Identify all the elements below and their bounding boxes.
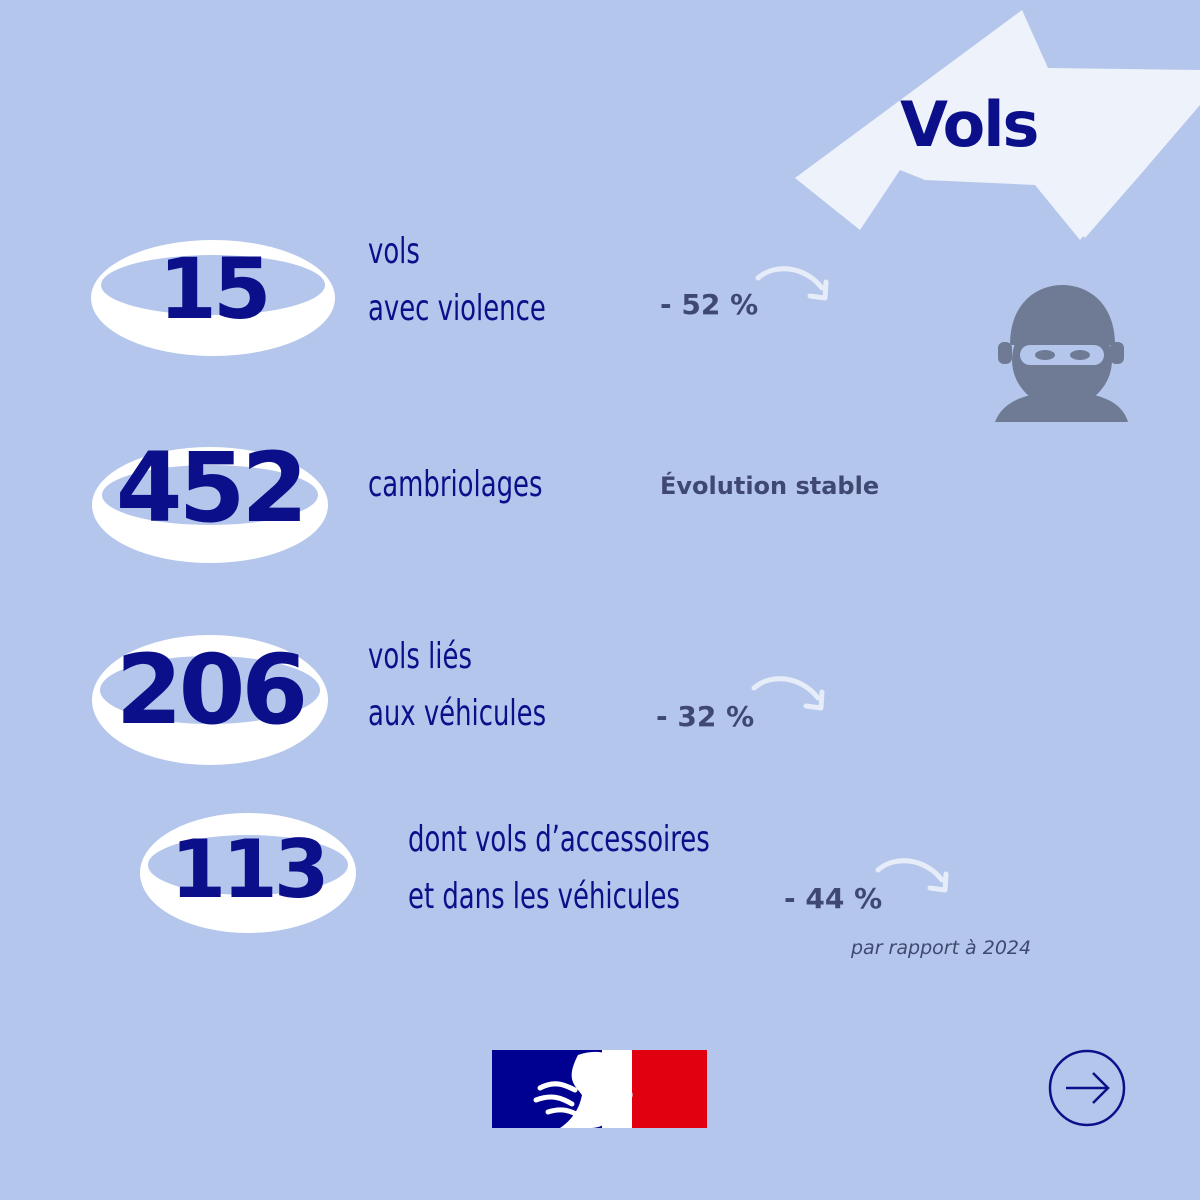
page-title: Vols [900, 88, 1039, 161]
curved-arrow-icon [875, 858, 949, 893]
thief-icon [995, 285, 1128, 422]
ring-452 [92, 447, 328, 563]
stat-label: dont vols d’accessoires et dans les véhi… [408, 811, 710, 925]
stat-label-line: vols liés [368, 636, 472, 677]
title-zigzag-shape-2 [1035, 92, 1200, 238]
stat-label-line: cambriolages [368, 464, 543, 505]
curved-arrow-icon [751, 676, 825, 711]
stat-value: 452 [115, 432, 308, 544]
next-arrow-icon [1048, 1049, 1126, 1127]
stat-label: cambriolages [368, 456, 542, 513]
comparison-note: par rapport à 2024 [851, 937, 1032, 959]
stat-label-line: aux véhicules [368, 693, 547, 734]
ring-206 [92, 635, 328, 765]
ring-113 [140, 813, 356, 933]
evolution-value: - 52 % [660, 288, 759, 321]
curved-arrow-icon [755, 266, 829, 301]
stat-value: 113 [170, 823, 330, 916]
marianne-logo [492, 1050, 707, 1128]
evolution-value: - 32 % [656, 700, 755, 733]
stat-label-line: vols [368, 231, 420, 272]
stat-label: vols avec violence [368, 223, 546, 337]
evolution-value: - 44 % [784, 882, 883, 915]
stat-label-line: dont vols d’accessoires [408, 819, 710, 860]
stat-label-line: avec violence [368, 288, 546, 329]
next-button[interactable] [1050, 1051, 1124, 1125]
stat-value: 15 [158, 240, 272, 338]
ring-15 [91, 240, 335, 356]
stat-value: 206 [115, 634, 308, 746]
evolution-value: Évolution stable [660, 472, 880, 500]
stat-label: vols liés aux véhicules [368, 628, 546, 742]
stat-label-line: et dans les véhicules [408, 876, 680, 917]
